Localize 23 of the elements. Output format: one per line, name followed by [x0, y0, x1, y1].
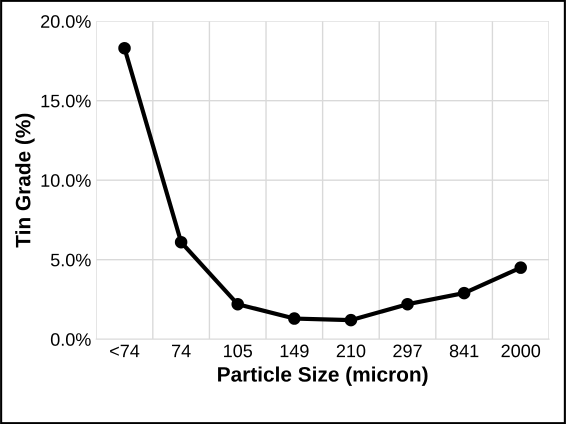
point	[401, 298, 414, 310]
point	[288, 312, 301, 325]
x-tick-label: 841	[450, 344, 478, 358]
x-tick-label: 2000	[502, 344, 540, 358]
point	[174, 236, 188, 248]
x-tick-label: 149	[280, 344, 309, 358]
y-tick-label: 5.0%	[50, 254, 91, 266]
point	[514, 261, 527, 274]
point	[344, 314, 358, 326]
y-tick-label: 10.0%	[42, 174, 91, 187]
y-tick-label: 20.0%	[41, 15, 91, 28]
point	[118, 42, 131, 54]
x-tick-label: 297	[393, 344, 422, 358]
y-axis-title: Tin Grade (%)	[15, 114, 35, 248]
x-tick-label: <74	[110, 344, 140, 358]
y-tick-label: 15.0%	[42, 94, 91, 108]
point	[231, 298, 244, 310]
point	[458, 286, 470, 300]
x-tick-label: 210	[336, 344, 366, 358]
y-tick-label: 0.0%	[50, 333, 91, 346]
x-tick-label: 105	[224, 344, 252, 358]
x-tick-label: 74	[172, 344, 191, 358]
x-axis-title: Particle Size (micron)	[218, 366, 428, 386]
